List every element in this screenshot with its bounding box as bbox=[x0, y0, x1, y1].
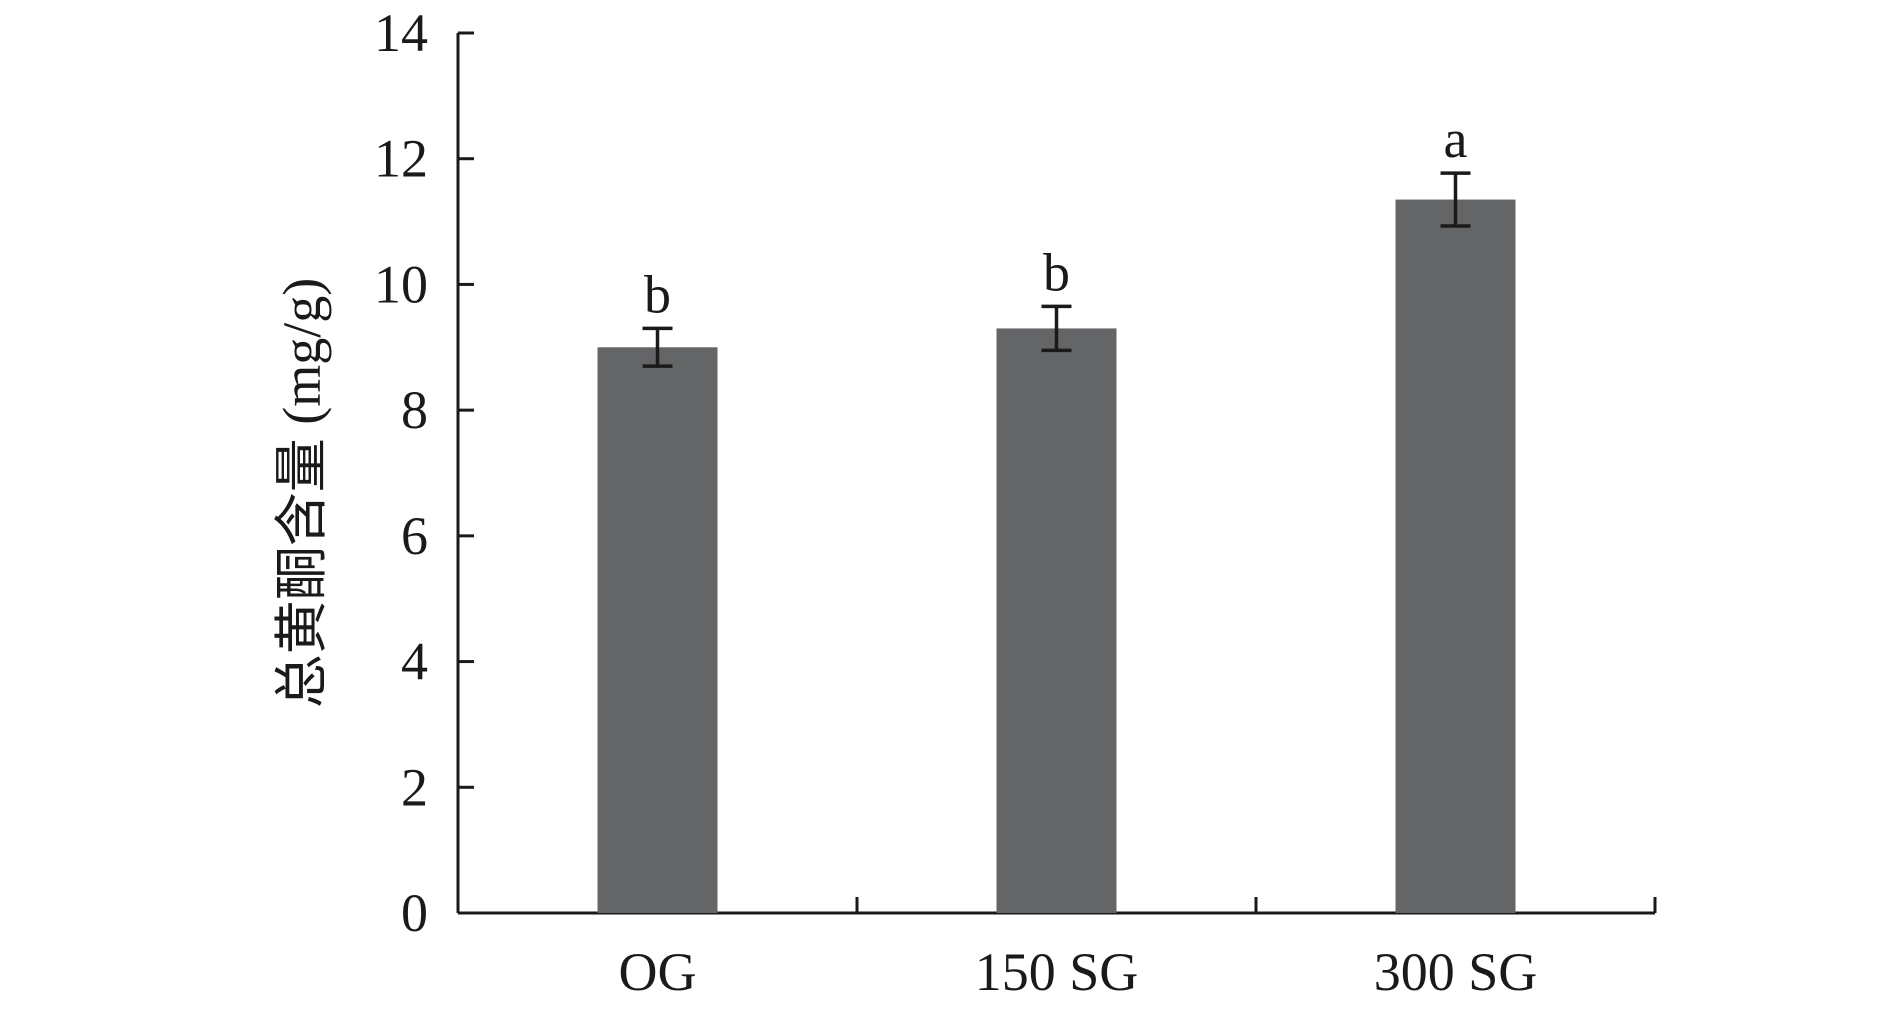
x-category-label: 150 SG bbox=[975, 942, 1139, 1002]
bar bbox=[597, 347, 718, 913]
significance-label: b bbox=[644, 264, 671, 324]
x-category-label: OG bbox=[619, 942, 697, 1002]
x-category-label: 300 SG bbox=[1374, 942, 1538, 1002]
significance-label: a bbox=[1444, 109, 1468, 169]
y-tick-label: 4 bbox=[401, 632, 428, 692]
y-tick-label: 0 bbox=[401, 883, 428, 943]
labels: 0 2 4 6 8 10 12 14 b OG b 150 SG a 300 SG bbox=[374, 3, 1537, 1002]
bars bbox=[597, 199, 1516, 914]
y-tick-label: 14 bbox=[374, 3, 428, 63]
bar bbox=[1395, 199, 1516, 914]
y-tick-label: 8 bbox=[401, 380, 428, 440]
y-tick-label: 6 bbox=[401, 506, 428, 566]
error-bars bbox=[642, 171, 1471, 368]
bar bbox=[996, 328, 1117, 913]
y-tick-label: 2 bbox=[401, 757, 428, 817]
significance-label: b bbox=[1043, 242, 1070, 302]
y-tick-label: 10 bbox=[374, 254, 428, 314]
y-tick-label: 12 bbox=[374, 129, 428, 189]
y-axis-title: 总黄酮含量 (mg/g) bbox=[272, 278, 332, 708]
